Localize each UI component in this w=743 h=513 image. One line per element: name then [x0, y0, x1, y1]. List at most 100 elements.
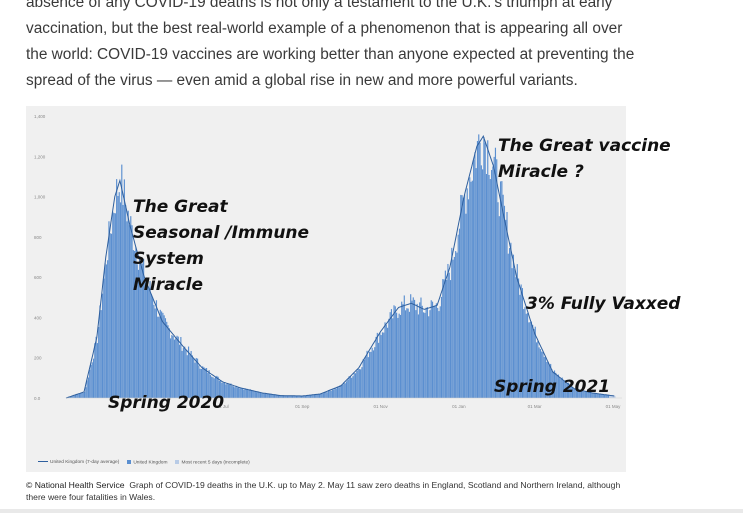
daily-death-bar [128, 225, 131, 398]
daily-death-bar [116, 179, 118, 398]
daily-death-bar [407, 308, 409, 398]
daily-death-bar [503, 205, 506, 398]
daily-death-bar [402, 304, 404, 398]
daily-death-bar [167, 325, 169, 398]
daily-death-bar [241, 388, 244, 398]
y-tick-label: 0.0 [34, 396, 41, 401]
daily-death-bar [410, 294, 412, 398]
daily-death-bar [244, 388, 246, 398]
scrollbar-track[interactable] [0, 509, 743, 513]
legend-label: United Kingdom (7-day average) [50, 460, 120, 466]
x-tick-label: 01 May [606, 404, 622, 409]
daily-death-bar [297, 395, 299, 398]
daily-death-bar [394, 306, 396, 398]
daily-death-bar [121, 164, 123, 398]
daily-death-bar [614, 395, 616, 398]
daily-death-bar [580, 390, 583, 398]
daily-death-bar [376, 332, 378, 398]
daily-death-bar [415, 310, 417, 398]
daily-death-bar [577, 390, 579, 398]
daily-death-bar [87, 377, 89, 398]
daily-death-bar [535, 342, 538, 398]
y-tick-label: 1,000 [34, 195, 46, 200]
daily-death-bar [565, 382, 567, 398]
daily-death-bar [279, 395, 281, 398]
daily-death-bar [96, 343, 98, 398]
daily-death-bar [358, 369, 360, 398]
daily-death-bar [203, 367, 205, 398]
annotation-second-peak: The Great vaccine Miracle ? [498, 133, 671, 185]
daily-death-bar [471, 180, 473, 398]
legend-item-recent: Most recent 5 days (incomplete) [175, 460, 250, 465]
daily-death-bar [399, 314, 402, 398]
daily-death-bar [370, 351, 372, 398]
daily-death-bar [388, 318, 390, 398]
daily-death-bar [442, 279, 444, 398]
daily-death-bar [448, 272, 450, 398]
daily-death-bar [440, 296, 443, 398]
daily-death-bar [362, 359, 364, 398]
article-line-2: the world: COVID-19 vaccines are working… [26, 46, 635, 63]
daily-death-bar [452, 259, 454, 398]
daily-death-bar [342, 384, 344, 398]
daily-death-bar [446, 279, 448, 398]
daily-death-bar [316, 393, 318, 398]
daily-death-bar [510, 242, 512, 398]
daily-death-bar [295, 395, 298, 398]
daily-death-bar [334, 388, 336, 398]
daily-death-bar [85, 387, 87, 398]
daily-death-bar [162, 312, 164, 398]
daily-death-bar [175, 338, 177, 398]
daily-death-bar [109, 233, 111, 398]
daily-death-bar [380, 335, 382, 398]
daily-death-bar [478, 134, 480, 398]
daily-death-bar [235, 385, 237, 398]
daily-death-bar [588, 392, 590, 398]
daily-death-bar [256, 392, 258, 398]
daily-death-bar [602, 394, 604, 398]
daily-death-bar [393, 305, 395, 398]
daily-death-bar [520, 284, 522, 398]
caption-text: Graph of COVID-19 deaths in the U.K. up … [26, 480, 621, 502]
daily-death-bar [193, 358, 195, 398]
daily-death-bar [560, 379, 562, 398]
daily-death-bar [467, 199, 470, 398]
daily-death-bar [574, 388, 576, 398]
daily-death-bar [71, 396, 73, 398]
daily-death-bar [512, 254, 515, 398]
daily-death-bar [312, 395, 314, 398]
daily-death-bar [601, 394, 603, 398]
daily-death-bar [336, 386, 339, 398]
daily-death-bar [541, 351, 543, 398]
caption-credit: © National Health Service [26, 480, 125, 490]
annotation-spring-2021: Spring 2021 [494, 377, 611, 397]
daily-death-bar [476, 140, 479, 398]
daily-death-bar [611, 395, 613, 398]
daily-death-bar [497, 202, 499, 398]
daily-death-bar [569, 386, 571, 398]
daily-death-bar [552, 371, 554, 398]
daily-death-bar [140, 257, 142, 398]
daily-death-bar [325, 392, 327, 398]
daily-death-bar [274, 394, 276, 398]
daily-death-bar [598, 393, 601, 398]
daily-death-bar [176, 335, 178, 398]
daily-death-bar [543, 356, 545, 398]
daily-death-bar [343, 382, 345, 398]
daily-death-bar [515, 277, 517, 398]
daily-death-bar [222, 382, 224, 398]
daily-death-bar [172, 335, 174, 398]
daily-death-bar [443, 279, 445, 398]
daily-death-bar [578, 389, 580, 398]
daily-death-bar [489, 179, 491, 398]
daily-death-bar [506, 212, 508, 398]
daily-death-bar [347, 379, 349, 398]
daily-death-bar [283, 395, 285, 398]
daily-death-bar [435, 303, 437, 398]
daily-death-bar [551, 369, 553, 398]
daily-death-bar [326, 392, 328, 398]
daily-death-bar [502, 194, 504, 398]
daily-death-bar [253, 391, 255, 398]
annotation-first-peak-line-1: The Great [133, 197, 228, 217]
daily-death-bar [69, 396, 72, 398]
